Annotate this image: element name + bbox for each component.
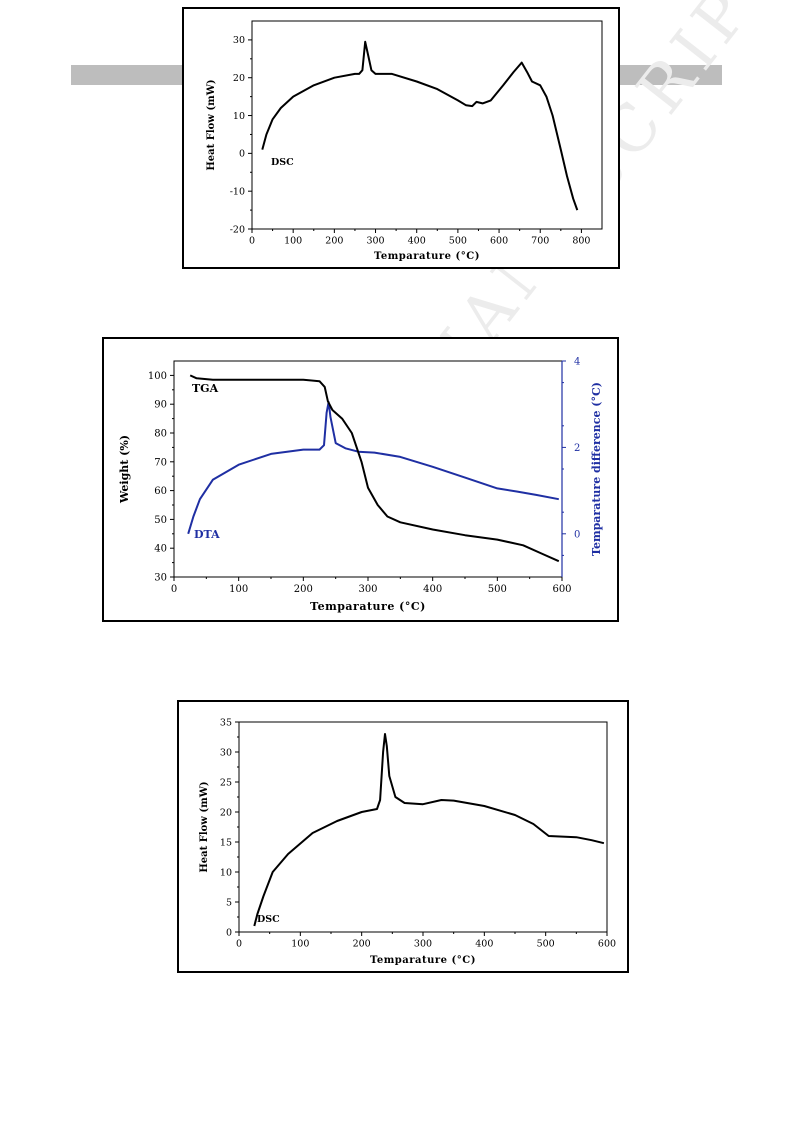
x-axis-label: Temparature (°C) bbox=[374, 251, 480, 262]
series-line-main bbox=[261, 40, 579, 211]
y-axis-label: Heat Flow (mW) bbox=[206, 79, 217, 170]
y-tick-label: 5 bbox=[226, 897, 232, 908]
y-axis-label: Weight (%) bbox=[118, 435, 131, 504]
x-tick-label: 600 bbox=[490, 236, 508, 247]
curve-label-dta: DTA bbox=[194, 528, 220, 541]
x-tick-label: 300 bbox=[366, 236, 384, 247]
header-band-right bbox=[620, 65, 722, 85]
y-tick-label: 70 bbox=[154, 457, 167, 468]
y-tick-label: 30 bbox=[233, 35, 245, 46]
x-tick-label: 500 bbox=[449, 236, 467, 247]
y2-tick-label: 0 bbox=[574, 529, 580, 540]
y-tick-label: 35 bbox=[220, 717, 232, 728]
y-tick-label: 50 bbox=[154, 515, 167, 526]
x-tick-label: 200 bbox=[294, 584, 313, 595]
curve-label-dsc2: DSC bbox=[257, 914, 280, 925]
x-tick-label: 100 bbox=[291, 939, 309, 950]
x-tick-label: 200 bbox=[353, 939, 371, 950]
x-axis-label: Temparature (°C) bbox=[370, 955, 476, 966]
x-tick-label: 300 bbox=[414, 939, 432, 950]
header-band-left bbox=[71, 65, 183, 85]
x-tick-label: 600 bbox=[598, 939, 616, 950]
dsc-chart-1-frame: 0 100 200 300 400 500 600 700 800 -20 -10 0 10 20 30 Te… bbox=[182, 7, 620, 269]
x-tick-label: 300 bbox=[358, 584, 377, 595]
y-tick-label: -10 bbox=[230, 187, 245, 198]
y2-tick-label: 4 bbox=[574, 357, 580, 368]
series-line-dta bbox=[187, 401, 559, 535]
y-tick-label: 15 bbox=[220, 837, 232, 848]
y-tick-label: 90 bbox=[154, 400, 167, 411]
y-tick-label: 10 bbox=[220, 867, 232, 878]
y-tick-label: 100 bbox=[148, 371, 167, 382]
x-tick-label: 600 bbox=[552, 584, 571, 595]
dsc-chart-2-frame: 0 100 200 300 400 500 600 0 5 10 15 20 25 30 35 Tempara… bbox=[177, 700, 629, 973]
y-tick-label: 0 bbox=[239, 149, 245, 160]
y-tick-label: 0 bbox=[226, 927, 232, 938]
x-axis-label: Temparature (°C) bbox=[310, 600, 426, 613]
x-tick-label: 0 bbox=[236, 939, 242, 950]
plot-area bbox=[251, 20, 603, 230]
dsc-chart-2: 0 100 200 300 400 500 600 0 5 10 15 20 25 30 35 Tempara… bbox=[199, 717, 616, 966]
y-tick-label: 40 bbox=[154, 544, 167, 555]
curve-label-dsc1: DSC bbox=[271, 157, 294, 168]
series-line-tga bbox=[189, 374, 560, 563]
x-tick-label: 0 bbox=[171, 584, 177, 595]
y-tick-label: 10 bbox=[233, 111, 245, 122]
x-tick-label: 500 bbox=[488, 584, 507, 595]
tga-dta-chart-frame: 0 100 200 300 400 500 600 30 40 50 60 70 80 90 100 0 2 4 T… bbox=[102, 337, 619, 622]
y-tick-label: 20 bbox=[220, 807, 232, 818]
x-tick-label: 200 bbox=[325, 236, 343, 247]
y-tick-label: 30 bbox=[220, 747, 232, 758]
x-tick-label: 500 bbox=[537, 939, 555, 950]
y-axis-label: Heat Flow (mW) bbox=[199, 781, 210, 872]
y-tick-label: 30 bbox=[154, 573, 167, 584]
y-tick-label: 20 bbox=[233, 73, 245, 84]
x-tick-label: 400 bbox=[475, 939, 493, 950]
y-tick-label: 25 bbox=[220, 777, 232, 788]
y2-axis-label: Temparature difference (°C) bbox=[590, 382, 603, 556]
x-tick-label: 100 bbox=[229, 584, 248, 595]
y-tick-label: -20 bbox=[230, 224, 245, 235]
y2-tick-label: 2 bbox=[574, 443, 580, 454]
x-tick-label: 700 bbox=[531, 236, 549, 247]
plot-area bbox=[238, 721, 608, 933]
y-tick-label: 80 bbox=[154, 429, 167, 440]
x-tick-label: 400 bbox=[408, 236, 426, 247]
curve-label-tga: TGA bbox=[192, 382, 219, 395]
dsc-chart-1: 0 100 200 300 400 500 600 700 800 -20 -10 0 10 20 30 Te… bbox=[206, 20, 603, 262]
y-tick-label: 60 bbox=[154, 486, 167, 497]
x-tick-label: 800 bbox=[572, 236, 590, 247]
x-tick-label: 400 bbox=[423, 584, 442, 595]
tga-dta-chart: 0 100 200 300 400 500 600 30 40 50 60 70 80 90 100 0 2 4 T… bbox=[118, 357, 603, 614]
x-tick-label: 0 bbox=[249, 236, 255, 247]
series-line-main bbox=[253, 733, 605, 927]
x-tick-label: 100 bbox=[284, 236, 302, 247]
